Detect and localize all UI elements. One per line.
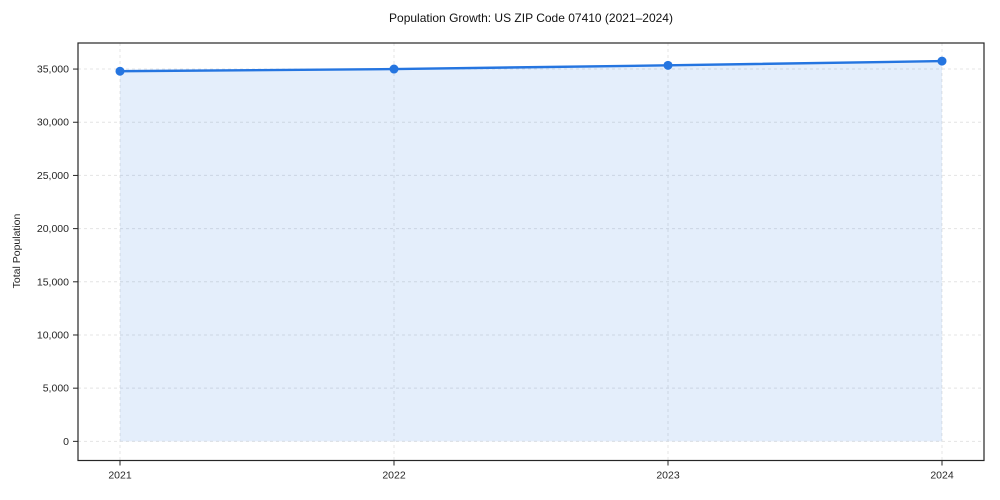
y-tick-label: 0 <box>63 436 69 448</box>
data-point-marker <box>115 66 125 76</box>
chart-title: Population Growth: US ZIP Code 07410 (20… <box>389 11 673 25</box>
plot-border <box>77 42 985 462</box>
y-tick-label: 10,000 <box>37 329 69 341</box>
y-tick-label: 5,000 <box>43 383 69 395</box>
x-tick-label: 2023 <box>656 470 680 482</box>
x-tick-label: 2021 <box>108 470 132 482</box>
y-tick-label: 35,000 <box>37 64 69 76</box>
y-tick-label: 30,000 <box>37 117 69 129</box>
data-line <box>118 59 944 73</box>
y-tick-label: 20,000 <box>37 223 69 235</box>
data-point-marker <box>937 56 947 66</box>
x-tick-label: 2024 <box>930 470 954 482</box>
y-tick-label: 15,000 <box>37 276 69 288</box>
area-fill <box>120 61 942 442</box>
x-tick-label: 2022 <box>382 470 406 482</box>
data-point-marker <box>663 60 673 70</box>
y-tick-label: 25,000 <box>37 170 69 182</box>
data-point-marker <box>389 64 399 74</box>
